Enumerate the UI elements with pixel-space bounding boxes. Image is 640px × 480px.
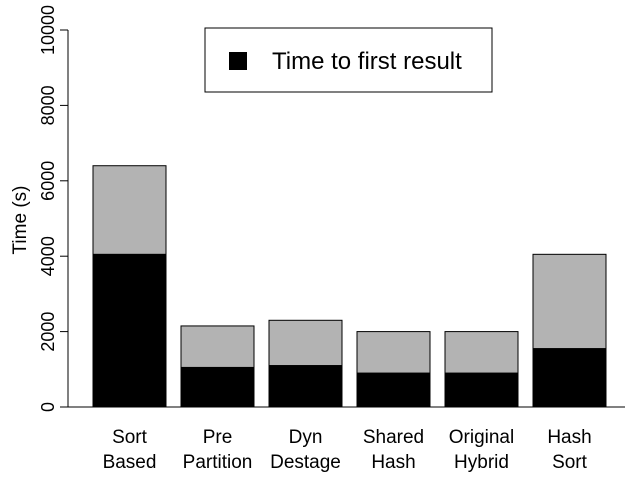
bar-segment	[180, 325, 255, 368]
x-tick-label: Hash	[547, 427, 591, 448]
x-tick-label: Original	[449, 427, 514, 448]
bar-segment	[92, 165, 167, 255]
y-axis-label: Time (s)	[10, 186, 31, 255]
legend-box	[204, 27, 493, 93]
bar-segment	[268, 319, 343, 367]
y-tick-label: 2000	[38, 312, 58, 352]
x-tick-label: Hash	[371, 452, 415, 473]
bar-segment	[180, 366, 255, 408]
bar-segment	[444, 372, 519, 408]
y-tick-label: 6000	[38, 161, 58, 201]
legend-swatch	[229, 52, 247, 70]
x-tick-label: Partition	[183, 452, 253, 473]
bar-segment	[356, 331, 431, 374]
x-tick-label: Pre	[203, 427, 233, 448]
x-tick-label: Hybrid	[454, 452, 509, 473]
bar-segment	[444, 331, 519, 374]
y-tick-label: 8000	[38, 85, 58, 125]
x-tick-label: Sort	[112, 427, 148, 448]
x-tick-label: Destage	[270, 452, 341, 473]
x-tick-label: Sort	[552, 452, 588, 473]
x-tick-label: Based	[103, 452, 157, 473]
x-tick-label: Dyn	[289, 427, 323, 448]
bar-segment	[268, 365, 343, 408]
bar-segment	[356, 372, 431, 408]
x-tick-label: Shared	[363, 427, 424, 448]
y-tick-label: 0	[38, 402, 58, 412]
y-tick-label: 10000	[38, 5, 58, 55]
y-tick-label: 4000	[38, 236, 58, 276]
bar-segment	[532, 253, 607, 350]
legend-label: Time to first result	[272, 48, 462, 75]
bar-segment	[92, 253, 167, 408]
bar-segment	[532, 348, 607, 408]
